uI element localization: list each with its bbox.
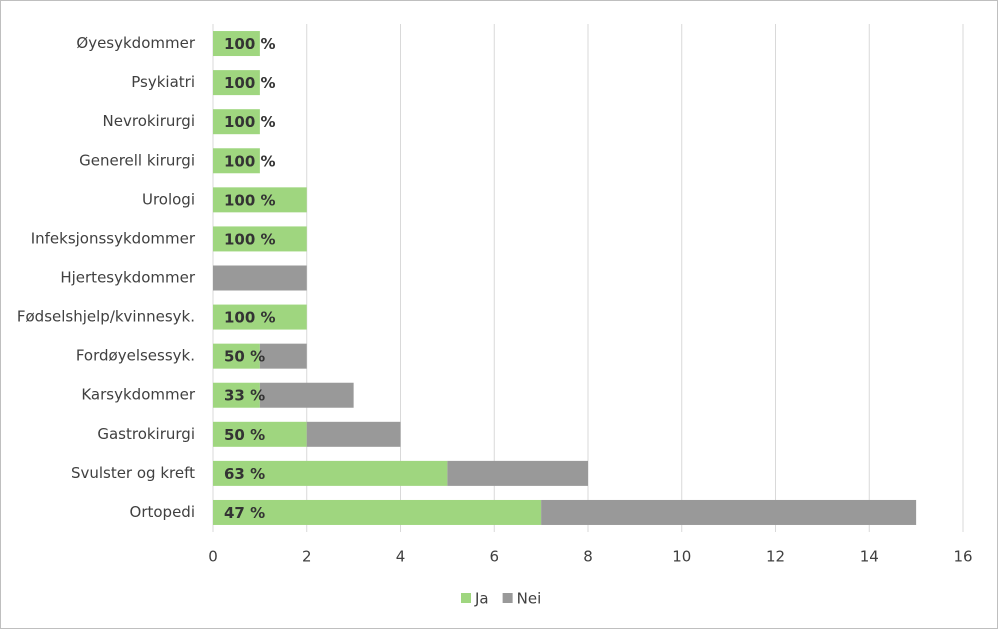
x-tick-label: 6 xyxy=(489,548,499,566)
data-label: 100 % xyxy=(224,309,276,327)
bar-segment xyxy=(213,187,307,213)
y-tick-label: Hjertesykdommer xyxy=(60,269,195,287)
x-tick-label: 0 xyxy=(208,548,218,566)
data-label: 47 % xyxy=(224,504,265,522)
y-tick-label: Nevrokirurgi xyxy=(103,112,195,130)
x-tick-label: 14 xyxy=(860,548,879,566)
data-label: 100 % xyxy=(224,35,276,53)
bar-segment xyxy=(213,31,260,57)
bar-segment xyxy=(259,382,354,408)
y-tick-label: Urologi xyxy=(142,190,195,208)
bar-segment xyxy=(213,109,260,135)
legend-label: Nei xyxy=(517,590,542,608)
x-tick-label: 16 xyxy=(953,548,972,566)
bar-segment xyxy=(213,148,260,174)
bar-segment xyxy=(213,499,542,525)
x-tick-label: 8 xyxy=(583,548,593,566)
legend-label: Ja xyxy=(474,590,489,608)
legend-swatch xyxy=(502,593,513,603)
data-label: 50 % xyxy=(224,426,265,444)
x-tick-label: 10 xyxy=(672,548,691,566)
bar-segment xyxy=(306,421,401,447)
bar-segment xyxy=(447,460,588,486)
legend-swatch xyxy=(461,593,471,603)
bar-segment xyxy=(213,304,307,330)
y-tick-label: Karsykdommer xyxy=(81,386,195,404)
x-tick-label: 12 xyxy=(766,548,785,566)
data-label: 100 % xyxy=(224,152,276,170)
data-label: 100 % xyxy=(224,191,276,209)
bar-segment xyxy=(213,382,260,408)
y-tick-label: Svulster og kreft xyxy=(71,464,195,482)
y-tick-label: Generell kirurgi xyxy=(79,151,195,169)
data-label: 100 % xyxy=(224,74,276,92)
bar-segment xyxy=(213,226,307,252)
y-tick-label: Gastrokirurgi xyxy=(97,425,195,443)
bar-segment xyxy=(259,343,307,369)
bar-segment xyxy=(213,421,307,447)
x-tick-label: 2 xyxy=(302,548,312,566)
y-tick-label: Ortopedi xyxy=(130,503,195,521)
y-tick-label: Infeksjonssykdommer xyxy=(31,229,196,247)
data-label: 33 % xyxy=(224,387,265,405)
y-tick-label: Øyesykdommer xyxy=(76,34,195,52)
bar-segment xyxy=(213,343,260,369)
data-label: 63 % xyxy=(224,465,265,483)
data-label: 50 % xyxy=(224,348,265,366)
data-label: 100 % xyxy=(224,230,276,248)
y-tick-label: Fødselshjelp/kvinnesyk. xyxy=(17,308,195,326)
data-label: 100 % xyxy=(224,113,276,131)
bar-segment xyxy=(541,499,917,525)
bar-segment xyxy=(213,460,448,486)
y-tick-label: Fordøyelsessyk. xyxy=(76,347,195,365)
x-tick-label: 4 xyxy=(396,548,406,566)
bar-segment xyxy=(213,265,307,291)
bar-segment xyxy=(213,70,260,96)
y-tick-label: Psykiatri xyxy=(131,73,195,91)
